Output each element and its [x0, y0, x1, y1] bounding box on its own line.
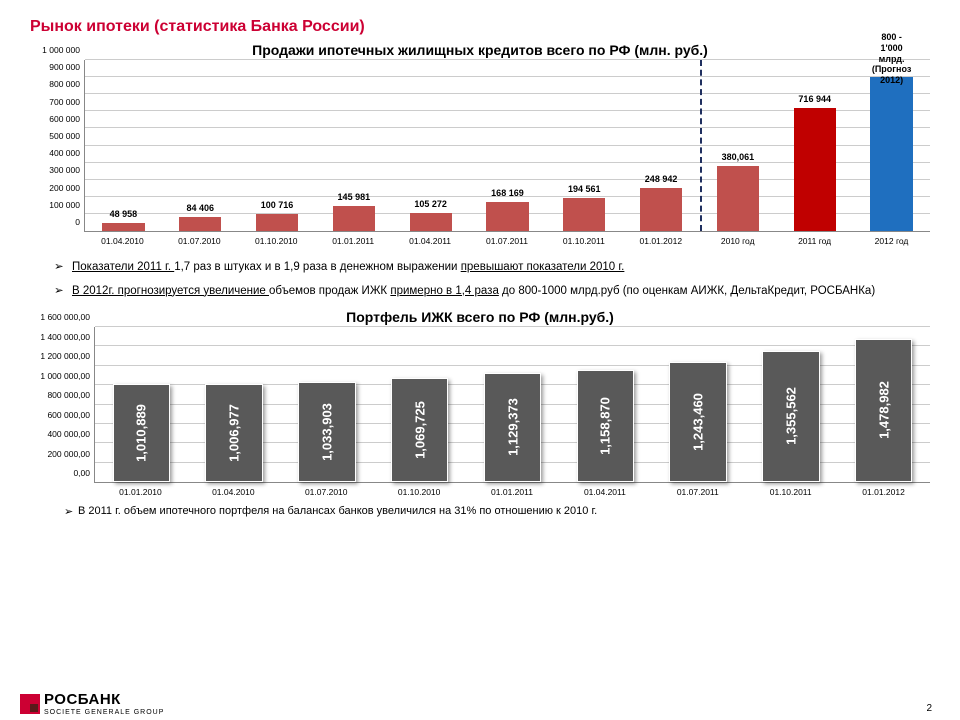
x-label: 01.10.2011	[545, 232, 622, 246]
footnote: В 2011 г. объем ипотечного портфеля на б…	[64, 505, 930, 517]
brand-subtext: SOCIETE GENERALE GROUP	[44, 709, 164, 716]
x-label: 01.07.2010	[161, 232, 238, 246]
bar: 1,006,977	[205, 384, 263, 482]
page-title: Рынок ипотеки (статистика Банка России)	[30, 18, 930, 36]
bar-value-label: 1,243,460	[691, 393, 706, 451]
bar: 1,478,982	[855, 339, 913, 482]
x-label: 01.01.2012	[837, 483, 930, 497]
x-label: 01.10.2010	[238, 232, 315, 246]
y-tick: 200 000	[49, 183, 80, 193]
bar-value-label: 1,355,562	[783, 387, 798, 445]
bar-value-label: 168 169	[491, 188, 524, 198]
x-label: 2012 год	[853, 232, 930, 246]
bar-value-label: 1,478,982	[876, 381, 891, 439]
x-label: 01.01.2012	[622, 232, 699, 246]
y-tick: 700 000	[49, 97, 80, 107]
bar-value-label: 84 406	[186, 203, 214, 213]
x-label: 01.04.2011	[558, 483, 651, 497]
bar-value-label: 248 942	[645, 174, 678, 184]
x-label: 01.07.2010	[280, 483, 373, 497]
y-tick: 600 000	[49, 114, 80, 124]
bar	[870, 77, 912, 231]
y-tick: 900 000	[49, 62, 80, 72]
bar-value-label: 145 981	[338, 192, 371, 202]
bullet-list: Показатели 2011 г. 1,7 раз в штуках и в …	[54, 260, 920, 299]
bar-value-label: 105 272	[414, 199, 447, 209]
y-tick: 1 200 000,00	[40, 351, 90, 361]
y-tick: 200 000,00	[47, 449, 90, 459]
x-label: 01.07.2011	[651, 483, 744, 497]
bullet-item: Показатели 2011 г. 1,7 раз в штуках и в …	[54, 260, 920, 276]
bar: 168 169	[486, 202, 528, 231]
bar: 1,129,373	[484, 373, 542, 482]
bar-value-label: 380,061	[722, 152, 755, 162]
bar-value-label: 716 944	[798, 94, 831, 104]
brand-name: РОСБАНК	[44, 691, 164, 708]
y-tick: 1 400 000,00	[40, 332, 90, 342]
x-label: 01.01.2010	[94, 483, 187, 497]
logo-icon	[20, 694, 40, 714]
x-label: 2011 год	[776, 232, 853, 246]
bar: 1,033,903	[298, 382, 356, 482]
y-tick: 1 000 000	[42, 45, 80, 55]
bar-value-label: 1,033,903	[319, 403, 334, 461]
bar-value-label: 1,158,870	[598, 397, 613, 455]
x-label: 01.04.2010	[84, 232, 161, 246]
bar: 105 272	[410, 213, 452, 231]
bar: 1,355,562	[762, 351, 820, 482]
bar: 1,010,889	[113, 384, 171, 482]
y-tick: 500 000	[49, 131, 80, 141]
forecast-annotation: 800 - 1'000 млрд.(Прогноз 2012)	[872, 32, 912, 86]
bar: 1,069,725	[391, 378, 449, 482]
bar: 716 944	[794, 108, 836, 231]
y-tick: 300 000	[49, 165, 80, 175]
bar: 84 406	[179, 217, 221, 231]
x-label: 01.07.2011	[469, 232, 546, 246]
x-label: 01.01.2011	[315, 232, 392, 246]
y-tick: 400 000,00	[47, 429, 90, 439]
bar: 1,158,870	[577, 370, 635, 482]
bar: 48 958	[102, 223, 144, 231]
x-label: 01.04.2010	[187, 483, 280, 497]
y-tick: 0	[75, 217, 80, 227]
y-tick: 100 000	[49, 200, 80, 210]
bar-value-label: 194 561	[568, 184, 601, 194]
bar: 1,243,460	[669, 362, 727, 482]
x-label: 01.01.2011	[466, 483, 559, 497]
y-tick: 0,00	[73, 468, 90, 478]
y-tick: 1 000 000,00	[40, 371, 90, 381]
bar: 248 942	[640, 188, 682, 231]
y-tick: 800 000	[49, 79, 80, 89]
page-number: 2	[926, 703, 932, 714]
x-label: 01.04.2011	[392, 232, 469, 246]
bullet-item: В 2012г. прогнозируется увеличение объем…	[54, 284, 920, 300]
bar: 145 981	[333, 206, 375, 231]
bar-value-label: 1,010,889	[134, 404, 149, 462]
y-tick: 400 000	[49, 148, 80, 158]
bar-value-label: 1,129,373	[505, 398, 520, 456]
chart1-title: Продажи ипотечных жилищных кредитов всег…	[30, 42, 930, 58]
chart1: 0100 000200 000300 000400 000500 000600 …	[84, 60, 930, 246]
y-tick: 600 000,00	[47, 410, 90, 420]
chart2-title: Портфель ИЖК всего по РФ (млн.руб.)	[30, 309, 930, 325]
x-label: 2010 год	[699, 232, 776, 246]
bar: 194 561	[563, 198, 605, 231]
bar-value-label: 1,069,725	[412, 401, 427, 459]
divider-line	[700, 60, 702, 231]
x-label: 01.10.2010	[373, 483, 466, 497]
bar: 380,061	[717, 166, 759, 231]
bar-value-label: 48 958	[110, 209, 138, 219]
chart2: 0,00200 000,00400 000,00600 000,00800 00…	[94, 327, 930, 497]
x-label: 01.10.2011	[744, 483, 837, 497]
bar: 100 716	[256, 214, 298, 231]
y-tick: 800 000,00	[47, 390, 90, 400]
bar-value-label: 100 716	[261, 200, 294, 210]
y-tick: 1 600 000,00	[40, 312, 90, 322]
footer: РОСБАНК SOCIETE GENERALE GROUP 2	[20, 691, 940, 716]
bar-value-label: 1,006,977	[227, 404, 242, 462]
